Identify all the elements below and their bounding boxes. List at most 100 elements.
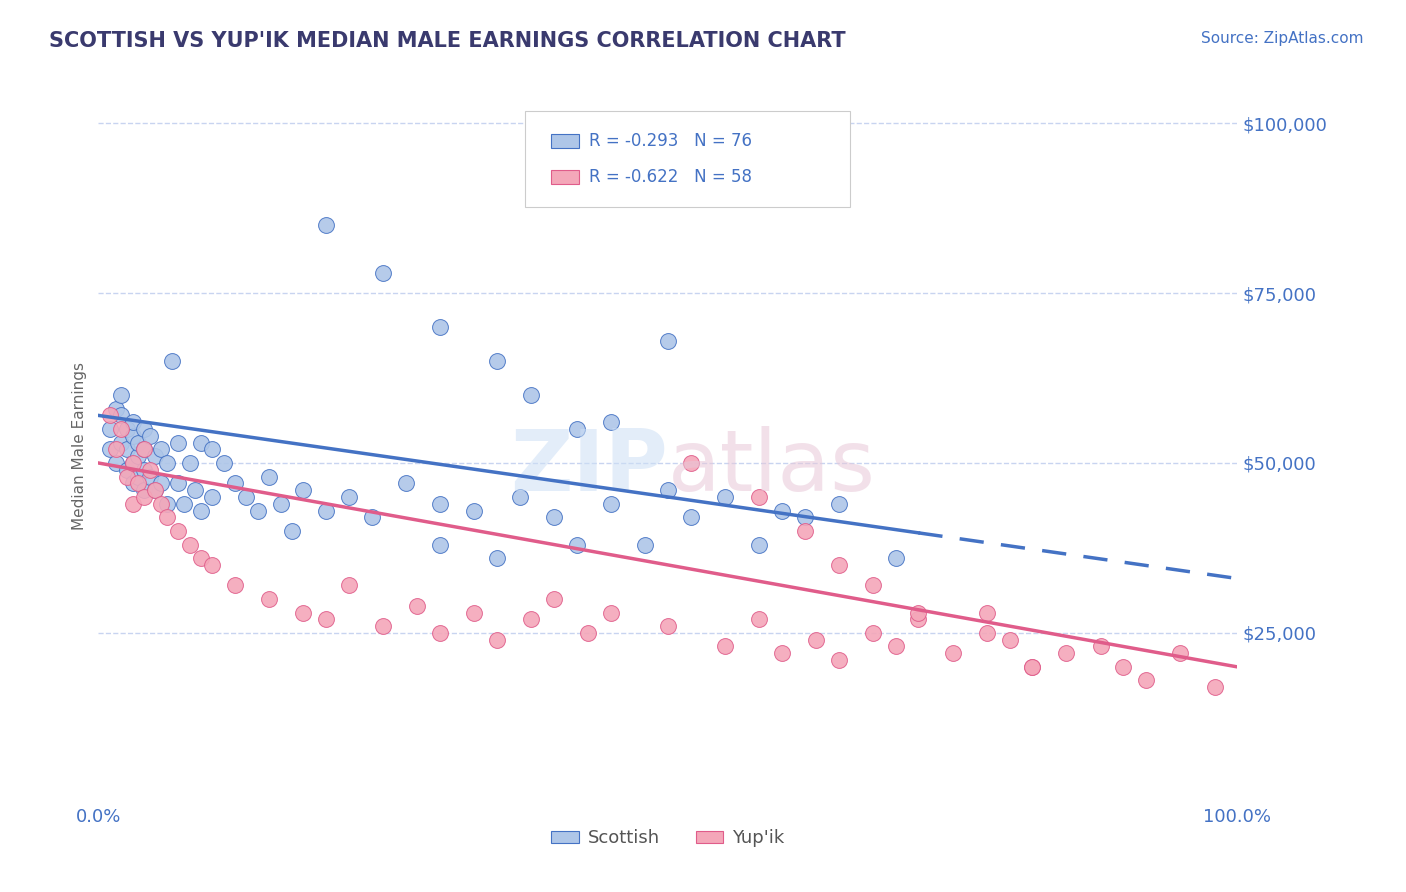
Point — [463, 503, 485, 517]
Point — [121, 456, 143, 470]
Point — [429, 320, 451, 334]
Point — [565, 422, 588, 436]
Point — [337, 490, 360, 504]
Point — [565, 537, 588, 551]
Point — [486, 632, 509, 647]
Point — [862, 578, 884, 592]
Point — [1021, 660, 1043, 674]
Point — [104, 401, 127, 416]
Point — [1021, 660, 1043, 674]
Point — [127, 469, 149, 483]
Point — [132, 463, 155, 477]
Point — [167, 435, 190, 450]
Point — [486, 551, 509, 566]
Point — [110, 422, 132, 436]
Point — [543, 591, 565, 606]
Point — [1135, 673, 1157, 688]
Point — [600, 415, 623, 429]
Point — [150, 497, 173, 511]
Text: R = -0.293   N = 76: R = -0.293 N = 76 — [589, 132, 752, 150]
Point — [179, 456, 201, 470]
FancyBboxPatch shape — [526, 111, 851, 207]
Y-axis label: Median Male Earnings: Median Male Earnings — [72, 362, 87, 530]
Point — [748, 612, 770, 626]
Point — [156, 497, 179, 511]
Point — [121, 456, 143, 470]
Point — [121, 476, 143, 491]
Point — [884, 640, 907, 654]
Point — [634, 537, 657, 551]
Point — [115, 422, 138, 436]
Point — [657, 619, 679, 633]
Point — [576, 626, 599, 640]
Point — [138, 463, 160, 477]
Point — [907, 612, 929, 626]
Point — [235, 490, 257, 504]
Point — [115, 469, 138, 483]
Point — [429, 537, 451, 551]
Point — [884, 551, 907, 566]
Point — [259, 469, 281, 483]
Point — [862, 626, 884, 640]
Point — [1054, 646, 1078, 660]
Point — [246, 503, 269, 517]
Point — [127, 449, 149, 463]
Point — [828, 653, 851, 667]
Point — [132, 483, 155, 498]
Point — [145, 483, 167, 498]
Point — [337, 578, 360, 592]
Point — [98, 422, 121, 436]
Point — [509, 490, 531, 504]
Point — [907, 606, 929, 620]
Point — [184, 483, 207, 498]
Point — [132, 490, 155, 504]
Point — [201, 558, 224, 572]
Text: R = -0.622   N = 58: R = -0.622 N = 58 — [589, 168, 752, 186]
Point — [748, 490, 770, 504]
Point — [98, 409, 121, 423]
Point — [167, 524, 190, 538]
Point — [371, 266, 394, 280]
Point — [657, 483, 679, 498]
Point — [138, 429, 160, 443]
Point — [145, 483, 167, 498]
Point — [212, 456, 235, 470]
Point — [162, 354, 184, 368]
Point — [395, 476, 418, 491]
Point — [98, 442, 121, 457]
Point — [371, 619, 394, 633]
Point — [259, 591, 281, 606]
Text: SCOTTISH VS YUP'IK MEDIAN MALE EARNINGS CORRELATION CHART: SCOTTISH VS YUP'IK MEDIAN MALE EARNINGS … — [49, 31, 846, 51]
Point — [543, 510, 565, 524]
Point — [127, 435, 149, 450]
Point — [679, 456, 702, 470]
Point — [127, 476, 149, 491]
Point — [281, 524, 304, 538]
Point — [1204, 680, 1226, 694]
Point — [150, 476, 173, 491]
Point — [998, 632, 1021, 647]
Point — [138, 469, 160, 483]
Point — [804, 632, 827, 647]
Point — [1170, 646, 1192, 660]
Point — [224, 476, 246, 491]
Point — [770, 646, 793, 660]
Point — [167, 476, 190, 491]
Point — [429, 626, 451, 640]
Point — [679, 510, 702, 524]
Point — [600, 497, 623, 511]
Point — [714, 640, 737, 654]
Point — [770, 503, 793, 517]
Point — [828, 497, 851, 511]
Point — [121, 497, 143, 511]
Text: ZIP: ZIP — [510, 425, 668, 509]
Point — [201, 490, 224, 504]
Point — [315, 612, 337, 626]
Point — [121, 415, 143, 429]
Point — [132, 442, 155, 457]
Point — [115, 463, 138, 477]
Point — [173, 497, 195, 511]
Point — [520, 388, 543, 402]
Text: atlas: atlas — [668, 425, 876, 509]
Point — [156, 456, 179, 470]
